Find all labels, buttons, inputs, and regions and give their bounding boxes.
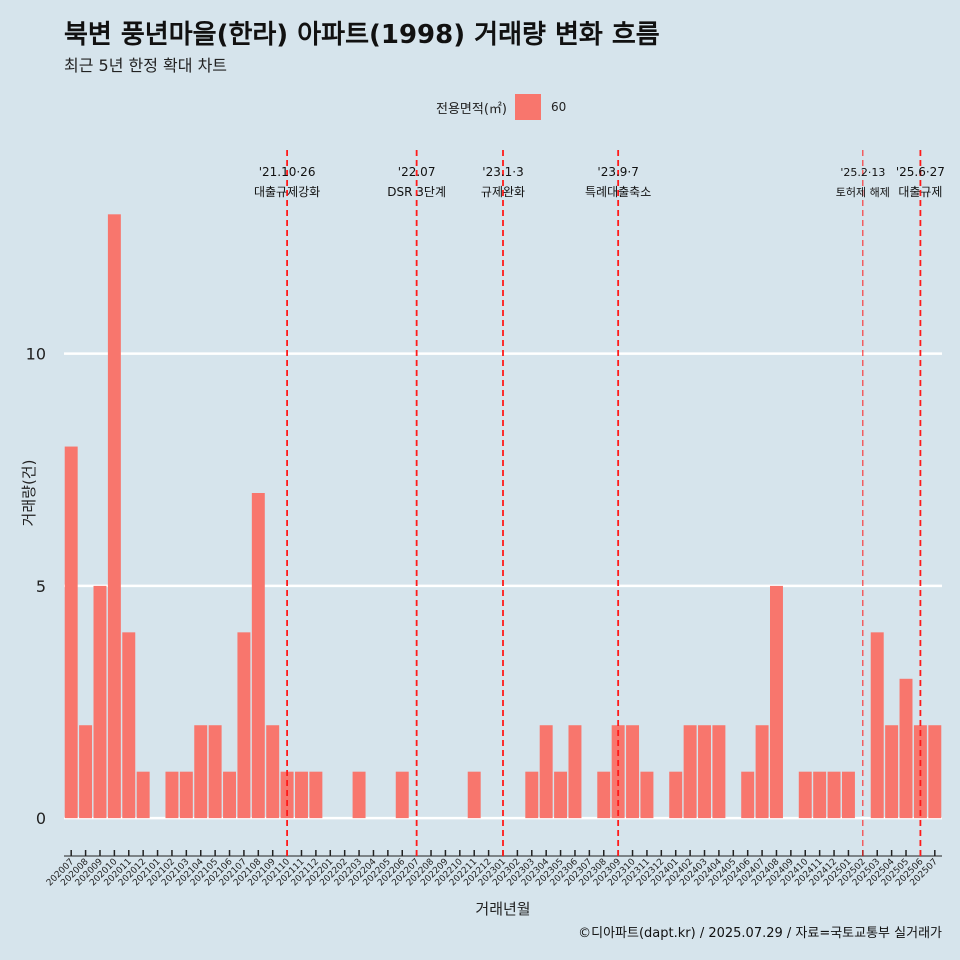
bar-202007	[64, 446, 78, 819]
bar-202402	[683, 725, 697, 819]
bar-202412	[827, 771, 841, 819]
event-label-202301: 규제완화	[481, 185, 525, 199]
bar-202104	[194, 725, 208, 819]
bar-202411	[813, 771, 827, 819]
bar-202206	[395, 771, 409, 819]
bar-202103	[179, 771, 193, 819]
bar-202504	[885, 725, 899, 819]
bar-202305	[554, 771, 568, 819]
event-label-202110: 대출규제강화	[254, 185, 320, 199]
bar-202111	[295, 771, 308, 819]
y-tick-label: 0	[36, 809, 46, 828]
bar-202308	[597, 771, 611, 819]
legend-item-label: 60	[550, 100, 567, 114]
bar-202009	[93, 585, 107, 819]
legend: 전용면적(㎡) 60	[436, 94, 566, 120]
bar-202008	[79, 725, 93, 819]
legend-title: 전용면적(㎡)	[436, 101, 507, 117]
bar-202211	[467, 771, 481, 819]
bar-202112	[309, 771, 323, 819]
x-axis-title: 거래년월	[475, 900, 530, 918]
bar-202107	[237, 632, 251, 819]
event-date-202506: '25.6·27	[896, 165, 945, 179]
y-tick-label: 10	[26, 345, 46, 364]
bar-202403	[698, 725, 711, 819]
bar-202404	[712, 725, 726, 819]
bar-202406	[741, 771, 755, 819]
bar-202011	[122, 632, 136, 819]
y-tick-label: 5	[36, 577, 46, 596]
bar-202105	[208, 725, 222, 819]
bar-202010	[107, 214, 121, 819]
event-date-202110: '21.10·26	[259, 165, 316, 179]
event-label-202207: DSR 3단계	[387, 185, 446, 199]
bar-202102	[165, 771, 179, 819]
event-date-202207: '22.07	[398, 165, 436, 179]
bar-202106	[223, 771, 237, 819]
bar-202310	[626, 725, 640, 819]
event-label-202309: 특례대출축소	[585, 185, 651, 199]
bar-202304	[539, 725, 553, 819]
event-label-202502: 토허제 해제	[836, 185, 890, 199]
bar-202501	[841, 771, 855, 819]
bar-202108	[251, 493, 265, 819]
bar-202012	[136, 771, 150, 819]
bar-202407	[755, 725, 769, 819]
caption: ©디아파트(dapt.kr) / 2025.07.29 / 자료=국토교통부 실…	[578, 926, 942, 941]
bar-202401	[669, 771, 683, 819]
bar-202311	[640, 771, 654, 819]
bar-202203	[352, 771, 366, 819]
event-label-202506: 대출규제	[898, 185, 942, 199]
bar-202505	[899, 678, 913, 819]
event-date-202301: '23.1·3	[482, 165, 523, 179]
legend-swatch	[514, 94, 541, 120]
bar-202306	[568, 725, 582, 819]
bar-202503	[870, 632, 884, 819]
event-date-202502: '25.2·13	[840, 166, 885, 179]
bar-202408	[769, 585, 783, 819]
bar-202410	[798, 771, 812, 819]
event-date-202309: '23.9·7	[597, 165, 638, 179]
chart-title: 북변 풍년마을(한라) 아파트(1998) 거래량 변화 흐름	[64, 20, 660, 50]
y-axis-title: 거래량(건)	[20, 460, 38, 527]
bar-202303	[525, 771, 539, 819]
bar-202507	[928, 725, 942, 819]
bar-202109	[266, 725, 280, 819]
chart-subtitle: 최근 5년 한정 확대 차트	[64, 56, 228, 75]
